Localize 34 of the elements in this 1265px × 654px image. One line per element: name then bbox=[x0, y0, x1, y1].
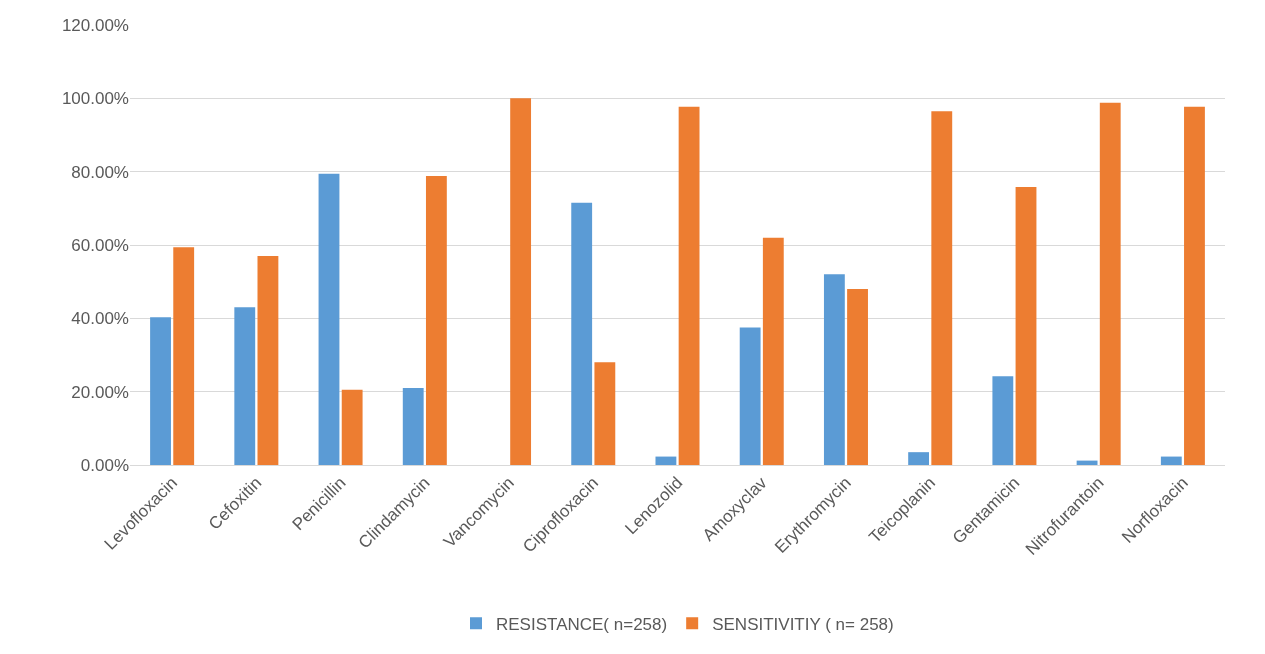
bar bbox=[510, 98, 532, 465]
bar bbox=[234, 307, 256, 465]
bar bbox=[739, 327, 761, 465]
bar bbox=[173, 247, 195, 465]
bar bbox=[571, 202, 593, 465]
bar bbox=[762, 237, 784, 465]
bar bbox=[823, 274, 845, 465]
bar bbox=[1076, 460, 1098, 465]
bar bbox=[1184, 106, 1205, 465]
bar bbox=[931, 111, 953, 465]
bar bbox=[257, 256, 279, 465]
bar bbox=[1099, 102, 1121, 465]
bar bbox=[1160, 456, 1182, 465]
y-tick-label: 20.00% bbox=[71, 382, 129, 402]
bar bbox=[425, 176, 447, 465]
y-tick-label: 120.00% bbox=[61, 15, 129, 35]
bar bbox=[908, 452, 930, 465]
bar bbox=[1015, 187, 1037, 465]
bar bbox=[594, 362, 616, 465]
legend-label: SENSITIVITIY ( n= 258) bbox=[712, 614, 894, 634]
bar bbox=[992, 376, 1014, 465]
y-tick-label: 60.00% bbox=[71, 235, 129, 255]
bar bbox=[318, 173, 340, 465]
bar bbox=[847, 289, 868, 465]
y-tick-label: 100.00% bbox=[61, 89, 129, 109]
y-tick-label: 40.00% bbox=[71, 309, 129, 329]
bar bbox=[655, 456, 677, 465]
bar bbox=[341, 389, 363, 465]
bar bbox=[678, 106, 700, 465]
y-tick-label: 0.00% bbox=[80, 455, 129, 475]
bar bbox=[150, 317, 171, 465]
legend-label: RESISTANCE( n=258) bbox=[496, 614, 668, 634]
bar bbox=[402, 388, 424, 465]
y-tick-label: 80.00% bbox=[71, 162, 129, 182]
